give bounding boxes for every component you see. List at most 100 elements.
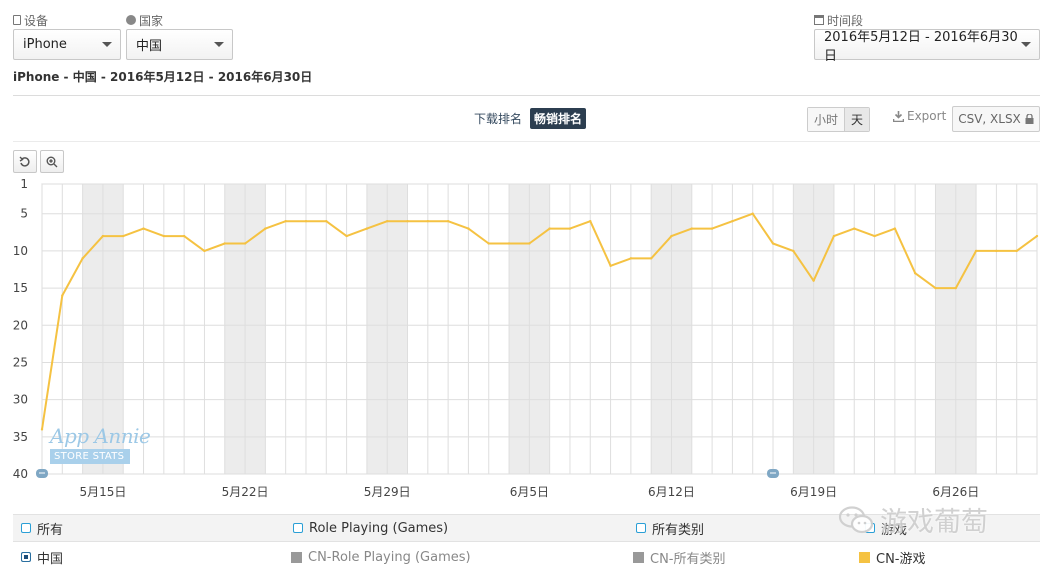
checkbox-icon[interactable] bbox=[293, 523, 303, 533]
data-point bbox=[568, 227, 572, 230]
weekend-band bbox=[82, 184, 103, 474]
legend-label: 游戏 bbox=[881, 522, 908, 538]
data-point bbox=[426, 219, 430, 223]
data-point bbox=[832, 234, 836, 238]
y-tick-label: 40 bbox=[13, 467, 28, 481]
zoom-button[interactable] bbox=[40, 150, 64, 173]
data-point bbox=[61, 294, 64, 297]
legend-item[interactable]: 所有 bbox=[21, 519, 63, 538]
globe-icon bbox=[126, 15, 136, 25]
weekend-band bbox=[366, 184, 388, 474]
watermark-text: 游戏葡萄 bbox=[880, 507, 988, 538]
checkbox-icon[interactable] bbox=[21, 523, 31, 533]
reset-zoom-button[interactable] bbox=[13, 150, 37, 173]
data-point bbox=[446, 219, 450, 223]
data-point bbox=[710, 227, 714, 230]
device-icon bbox=[13, 15, 21, 25]
data-point bbox=[609, 264, 612, 267]
legend-label: Role Playing (Games) bbox=[309, 520, 449, 536]
legend-item[interactable]: Role Playing (Games) bbox=[293, 521, 448, 536]
csv-xlsx-button[interactable]: CSV, XLSX bbox=[952, 106, 1040, 132]
export-link[interactable]: Export bbox=[893, 109, 946, 123]
checkbox-icon[interactable] bbox=[636, 523, 646, 533]
country-filter-label: 国家 bbox=[139, 13, 164, 28]
period-filter-label: 时间段 bbox=[827, 13, 864, 28]
data-point bbox=[974, 249, 978, 253]
period-select[interactable]: 2016年5月12日 - 2016年6月30日 bbox=[814, 29, 1040, 64]
y-tick-label: 30 bbox=[13, 393, 28, 407]
data-point bbox=[122, 234, 125, 238]
data-point bbox=[873, 234, 876, 238]
x-tick-label: 5月22日 bbox=[222, 485, 269, 499]
legend-item[interactable]: 所有类别 bbox=[636, 519, 704, 538]
data-point bbox=[507, 242, 511, 245]
data-point bbox=[467, 227, 470, 230]
data-point bbox=[203, 249, 206, 253]
weekend-band bbox=[245, 184, 266, 474]
chevron-down-icon bbox=[102, 42, 112, 47]
zoom-in-icon bbox=[46, 156, 58, 167]
granularity-day-button[interactable]: 天 bbox=[844, 108, 870, 131]
data-point bbox=[182, 234, 186, 238]
download-icon bbox=[893, 110, 904, 122]
x-tick-label: 6月5日 bbox=[510, 485, 549, 499]
data-point bbox=[771, 242, 775, 245]
weekend-band bbox=[793, 184, 814, 474]
x-tick-label: 6月19日 bbox=[790, 485, 837, 499]
series-swatch bbox=[291, 551, 302, 563]
data-point bbox=[649, 257, 653, 260]
weekend-band bbox=[509, 184, 530, 474]
data-point bbox=[162, 234, 166, 238]
device-select[interactable]: iPhone bbox=[13, 29, 121, 60]
data-point bbox=[995, 249, 998, 253]
data-point bbox=[853, 227, 856, 230]
data-point bbox=[487, 242, 490, 245]
y-tick-label: 15 bbox=[13, 281, 28, 295]
data-point bbox=[731, 219, 734, 223]
legend-label: 中国 bbox=[37, 551, 64, 567]
weekend-band bbox=[224, 184, 246, 474]
y-tick-label: 5 bbox=[20, 207, 28, 221]
y-tick-label: 20 bbox=[13, 318, 28, 332]
data-point bbox=[81, 257, 84, 260]
data-point bbox=[690, 227, 693, 230]
wechat-icon bbox=[838, 505, 874, 533]
series-swatch bbox=[633, 551, 644, 563]
data-point bbox=[954, 286, 957, 290]
country-select[interactable]: 中国 bbox=[126, 29, 233, 60]
weekend-band bbox=[387, 184, 408, 474]
annotation-icon bbox=[36, 469, 48, 478]
series-line-cn-games bbox=[41, 212, 1038, 430]
calendar-icon bbox=[814, 15, 824, 25]
legend-item[interactable]: CN-游戏 bbox=[859, 548, 926, 567]
checkbox-checked-icon[interactable] bbox=[21, 552, 31, 562]
period-select-value: 2016年5月12日 - 2016年6月30日 bbox=[824, 29, 1018, 64]
y-tick-label: 35 bbox=[13, 430, 28, 444]
data-point bbox=[304, 219, 308, 223]
legend-item[interactable]: CN-Role Playing (Games) bbox=[291, 550, 471, 565]
legend-label: CN-Role Playing (Games) bbox=[308, 549, 471, 565]
granularity-toggle: 小时 天 bbox=[807, 107, 871, 132]
granularity-hour-button[interactable]: 小时 bbox=[808, 108, 845, 131]
wechat-watermark: 游戏葡萄 bbox=[838, 500, 988, 539]
lock-icon bbox=[1025, 114, 1034, 124]
y-tick-label: 1 bbox=[20, 177, 28, 191]
legend-item[interactable]: 中国 bbox=[21, 548, 63, 567]
data-point bbox=[548, 227, 551, 230]
data-point bbox=[101, 234, 105, 238]
data-point bbox=[284, 219, 287, 223]
country-filter: 国家 中国 bbox=[126, 12, 233, 60]
data-point bbox=[629, 257, 633, 260]
legend-item[interactable]: CN-所有类别 bbox=[633, 548, 726, 567]
data-point bbox=[40, 428, 44, 431]
data-point bbox=[406, 219, 409, 223]
tab-download-rank[interactable]: 下载排名 bbox=[474, 112, 523, 126]
legend-label: 所有类别 bbox=[652, 522, 705, 538]
data-point bbox=[1035, 234, 1039, 238]
legend-label: CN-所有类别 bbox=[650, 551, 726, 567]
export-label: Export bbox=[907, 109, 947, 123]
tab-grossing-rank[interactable]: 畅销排名 bbox=[530, 108, 587, 129]
data-point bbox=[589, 219, 592, 223]
period-filter: 时间段 2016年5月12日 - 2016年6月30日 bbox=[814, 12, 1040, 64]
y-tick-label: 25 bbox=[13, 355, 28, 369]
